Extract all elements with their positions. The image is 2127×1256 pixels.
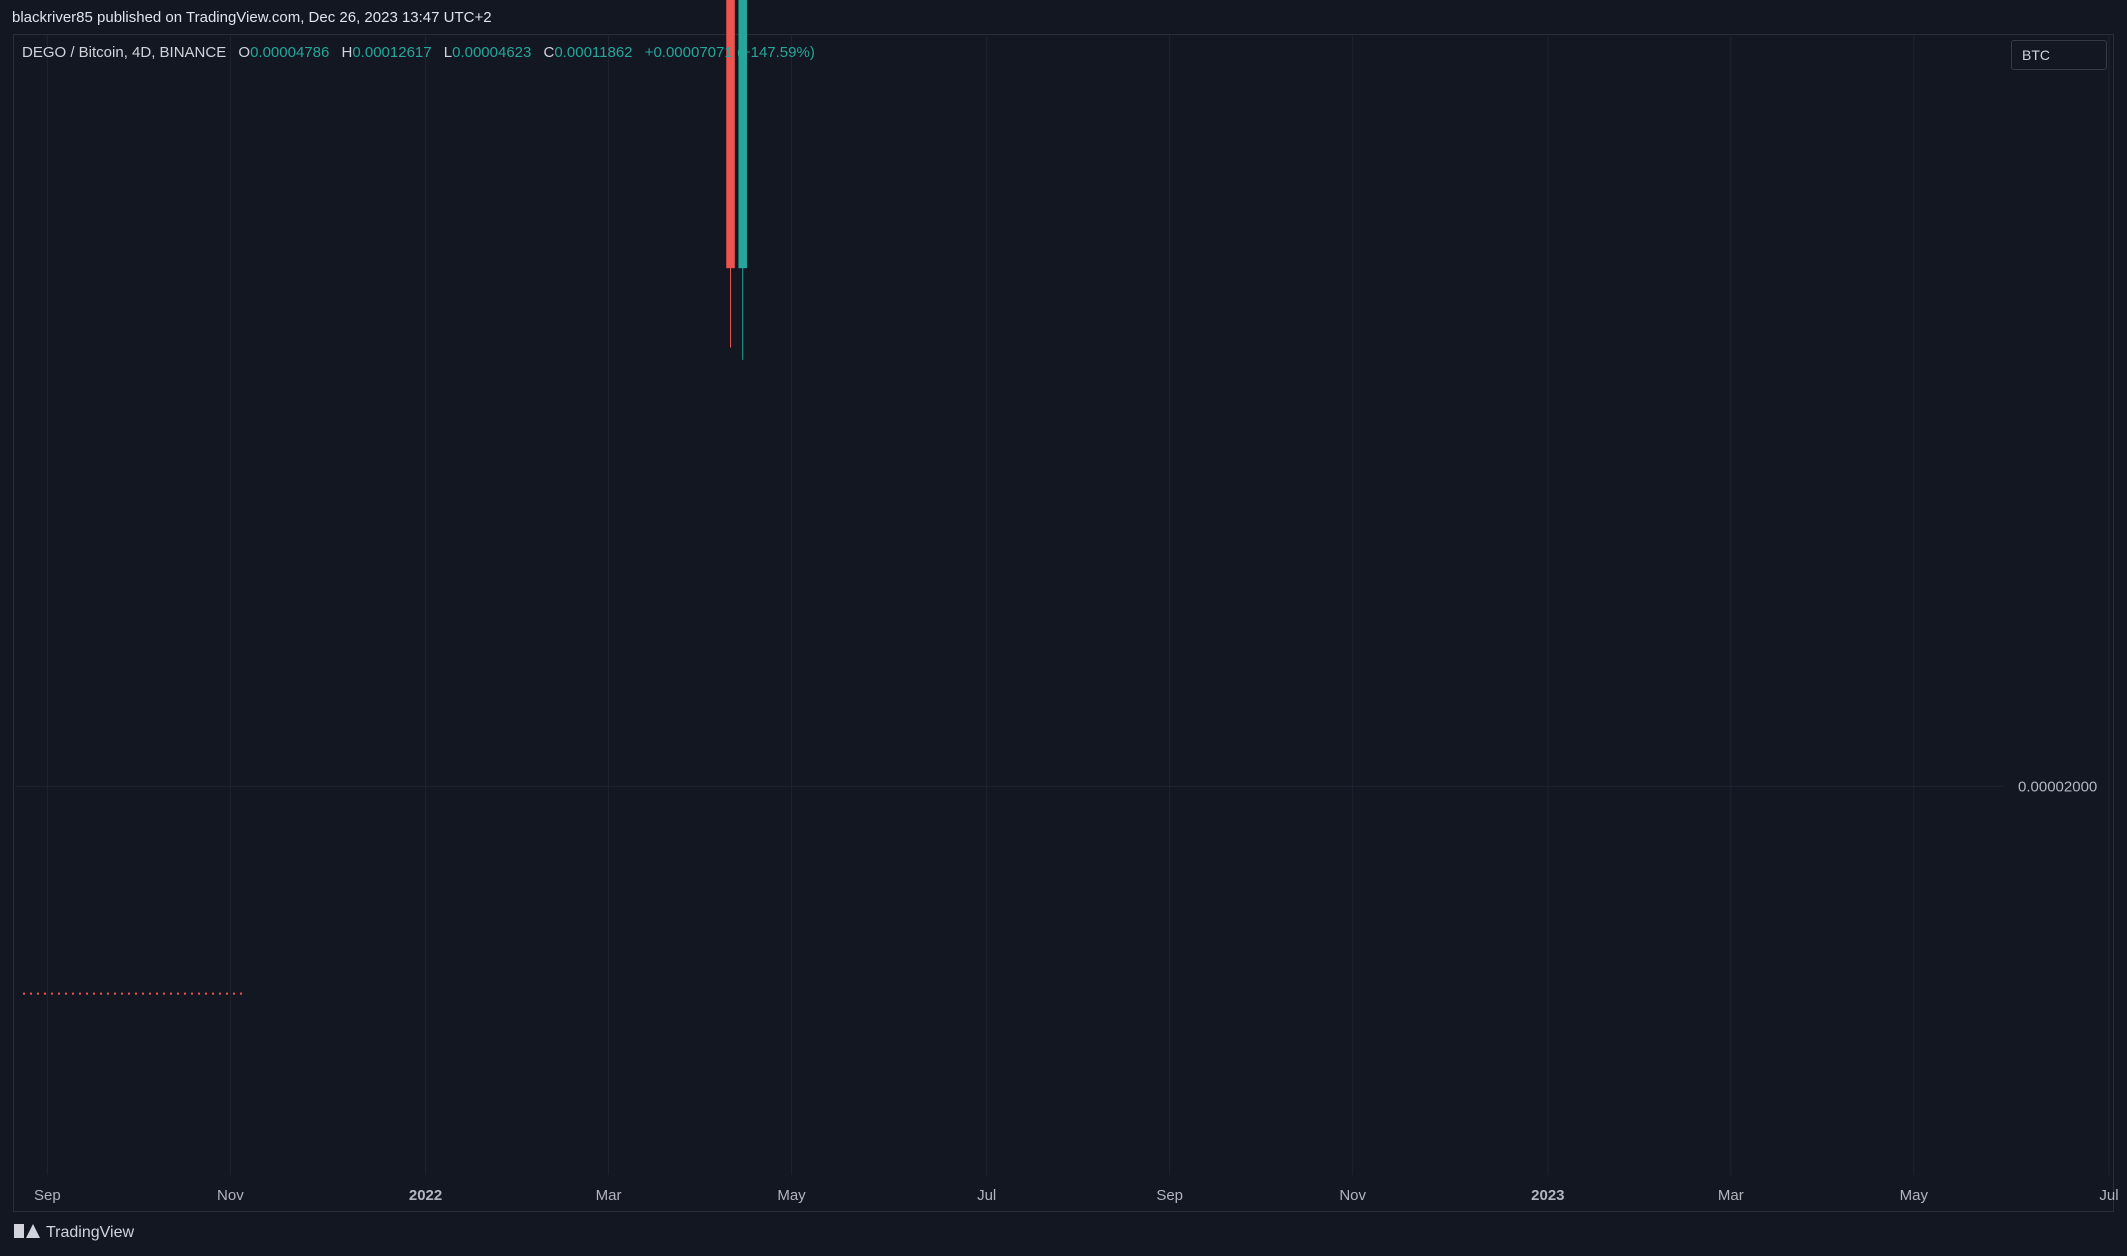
axes: 0.000020000.000040000.000060000.00008000… <box>34 778 2119 1204</box>
high-label: H <box>341 44 353 61</box>
chart-frame <box>13 34 2114 1212</box>
brand-name: TradingView <box>46 1224 135 1241</box>
dotted-levels <box>23 992 243 995</box>
low-value: 0.00004623 <box>452 44 532 61</box>
footer <box>0 1212 2127 1256</box>
x-tick-label: May <box>777 1187 806 1204</box>
tradingview-logo[interactable]: TradingView <box>14 1224 134 1242</box>
close-value: 0.00011862 <box>554 44 633 61</box>
x-tick-label: 2022 <box>409 1187 442 1204</box>
candles <box>726 0 747 360</box>
close-label: C <box>543 44 555 61</box>
x-tick-label: Nov <box>217 1187 244 1204</box>
header-bar: blackriver85 published on TradingView.co… <box>0 0 2127 34</box>
symbol-legend[interactable]: DEGO / Bitcoin, 4D, BINANCE O0.00004786 … <box>22 44 815 61</box>
x-tick-label: Sep <box>1156 1187 1183 1204</box>
currency-selector[interactable]: BTC <box>2011 40 2107 70</box>
open-label: O <box>238 44 251 61</box>
grid <box>15 35 2110 1175</box>
x-tick-label: Sep <box>34 1187 61 1204</box>
candle-body <box>738 0 747 269</box>
x-tick-label: 2023 <box>1531 1187 1564 1204</box>
x-tick-label: Jul <box>977 1187 996 1204</box>
high-value: 0.00012617 <box>352 44 432 61</box>
x-tick-label: Jul <box>2099 1187 2118 1204</box>
y-tick-label: 0.00002000 <box>2018 778 2097 795</box>
candle-body <box>726 0 735 269</box>
low-label: L <box>443 44 453 61</box>
publish-line: blackriver85 published on TradingView.co… <box>12 9 492 26</box>
x-tick-label: May <box>1900 1187 1929 1204</box>
x-tick-label: Mar <box>596 1187 622 1204</box>
open-value: 0.00004786 <box>250 44 330 61</box>
x-tick-label: Nov <box>1339 1187 1366 1204</box>
x-tick-label: Mar <box>1718 1187 1744 1204</box>
tradingview-logo-icon <box>14 1224 40 1238</box>
change-value: +0.00007071 (+147.59%) <box>644 44 815 61</box>
symbol-name: DEGO / Bitcoin, 4D, BINANCE <box>22 44 227 61</box>
